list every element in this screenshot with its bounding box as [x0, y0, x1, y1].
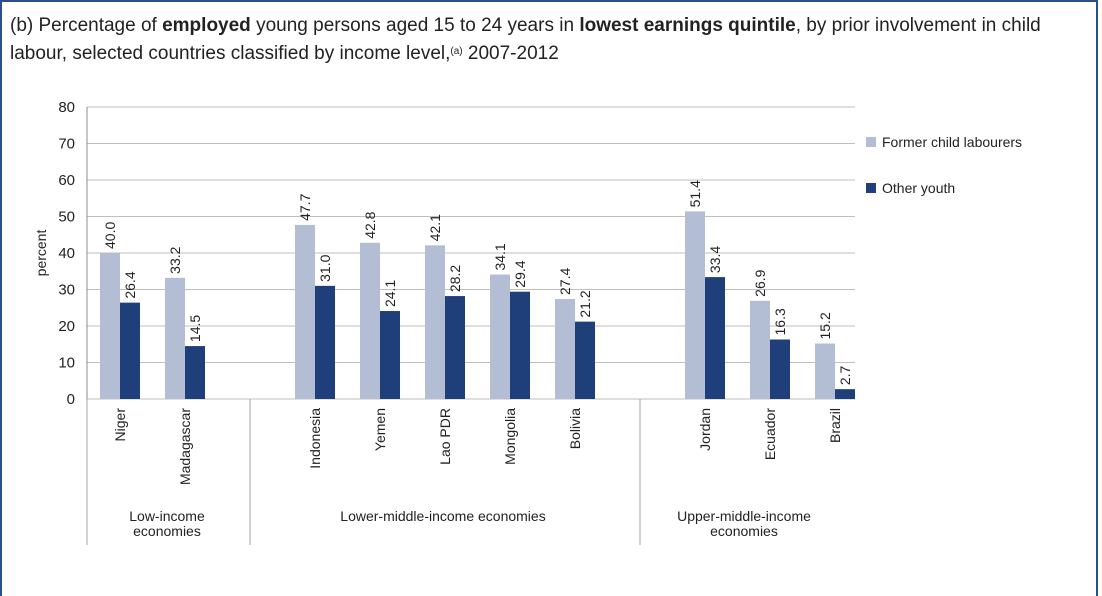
y-tick-label: 30 [58, 282, 75, 299]
value-label: 16.3 [772, 308, 788, 335]
bar-other-bolivia [575, 321, 595, 399]
value-label: 31.0 [317, 254, 333, 281]
bar-former-yemen [360, 242, 380, 399]
bar-other-mongolia [510, 291, 530, 399]
bar-other-ecuador [770, 339, 790, 399]
category-label: Mongolia [502, 408, 518, 465]
value-label: 40.0 [102, 222, 118, 249]
category-label: Jordan [697, 408, 713, 451]
y-tick-label: 70 [58, 136, 75, 153]
bar-former-ecuador [750, 300, 770, 399]
bar-other-lao-pdr [445, 296, 465, 399]
value-label: 21.2 [577, 290, 593, 317]
group-label: Low-income [129, 508, 205, 524]
value-label: 42.8 [362, 211, 378, 238]
bar-former-lao-pdr [425, 245, 445, 399]
value-label: 15.2 [817, 312, 833, 339]
category-label: Brazil [827, 408, 843, 443]
bar-other-yemen [380, 311, 400, 399]
y-tick-label: 20 [58, 318, 75, 335]
bar-former-madagascar [165, 277, 185, 399]
group-label: economies [710, 523, 778, 539]
bar-other-indonesia [315, 285, 335, 399]
value-label: 28.2 [447, 265, 463, 292]
value-label: 14.5 [187, 315, 203, 342]
group-label: Upper-middle-income [677, 508, 811, 524]
group-label: Lower-middle-income economies [340, 508, 545, 524]
value-label: 33.2 [167, 246, 183, 273]
category-label: Madagascar [177, 408, 193, 485]
value-label: 29.4 [512, 260, 528, 287]
legend-label: Other youth [882, 180, 955, 196]
value-label: 42.1 [427, 214, 443, 241]
group-label: economies [133, 523, 201, 539]
title-bold-employed: employed [162, 15, 251, 36]
bar-former-niger [100, 253, 120, 399]
bar-other-madagascar [185, 346, 205, 399]
chart-title: (b) Percentage of employed young persons… [10, 12, 1080, 68]
value-label: 27.4 [557, 268, 573, 295]
y-tick-label: 10 [58, 355, 75, 372]
category-label: Lao PDR [437, 408, 453, 465]
value-label: 26.9 [752, 269, 768, 296]
legend-label: Former child labourers [882, 134, 1022, 150]
category-label: Niger [112, 408, 128, 442]
legend-swatch [866, 137, 876, 147]
category-label: Indonesia [307, 408, 323, 469]
bar-other-brazil [835, 389, 855, 399]
category-label: Ecuador [762, 408, 778, 460]
y-tick-label: 50 [58, 209, 75, 226]
title-mid1: young persons aged 15 to 24 years in [250, 15, 580, 36]
y-axis-label: percent [33, 230, 49, 277]
value-label: 26.4 [122, 271, 138, 298]
bar-other-jordan [705, 277, 725, 399]
y-tick-label: 80 [58, 99, 75, 116]
y-tick-label: 0 [67, 391, 75, 408]
value-label: 24.1 [382, 280, 398, 307]
value-label: 34.1 [492, 243, 508, 270]
title-bold-quintile: lowest earnings quintile [579, 15, 796, 36]
title-mid2: , by prior involvement in child labour, … [10, 15, 1041, 64]
y-tick-label: 60 [58, 172, 75, 189]
bar-former-indonesia [295, 224, 315, 399]
y-tick-label: 40 [58, 245, 75, 262]
legend-swatch [866, 183, 876, 193]
value-label: 2.7 [837, 365, 853, 385]
title-footnote-marker: (a) [450, 46, 463, 57]
bar-former-mongolia [490, 274, 510, 399]
value-label: 51.4 [687, 180, 703, 207]
title-prefix: (b) Percentage of [10, 15, 163, 36]
title-suffix: 2007-2012 [462, 43, 559, 64]
category-label: Yemen [372, 408, 388, 451]
category-label: Bolivia [567, 408, 583, 449]
bar-former-bolivia [555, 298, 575, 399]
bar-other-niger [120, 302, 140, 399]
bar-former-jordan [685, 211, 705, 399]
value-label: 47.7 [297, 193, 313, 220]
bar-former-brazil [815, 343, 835, 399]
value-label: 33.4 [707, 246, 723, 273]
